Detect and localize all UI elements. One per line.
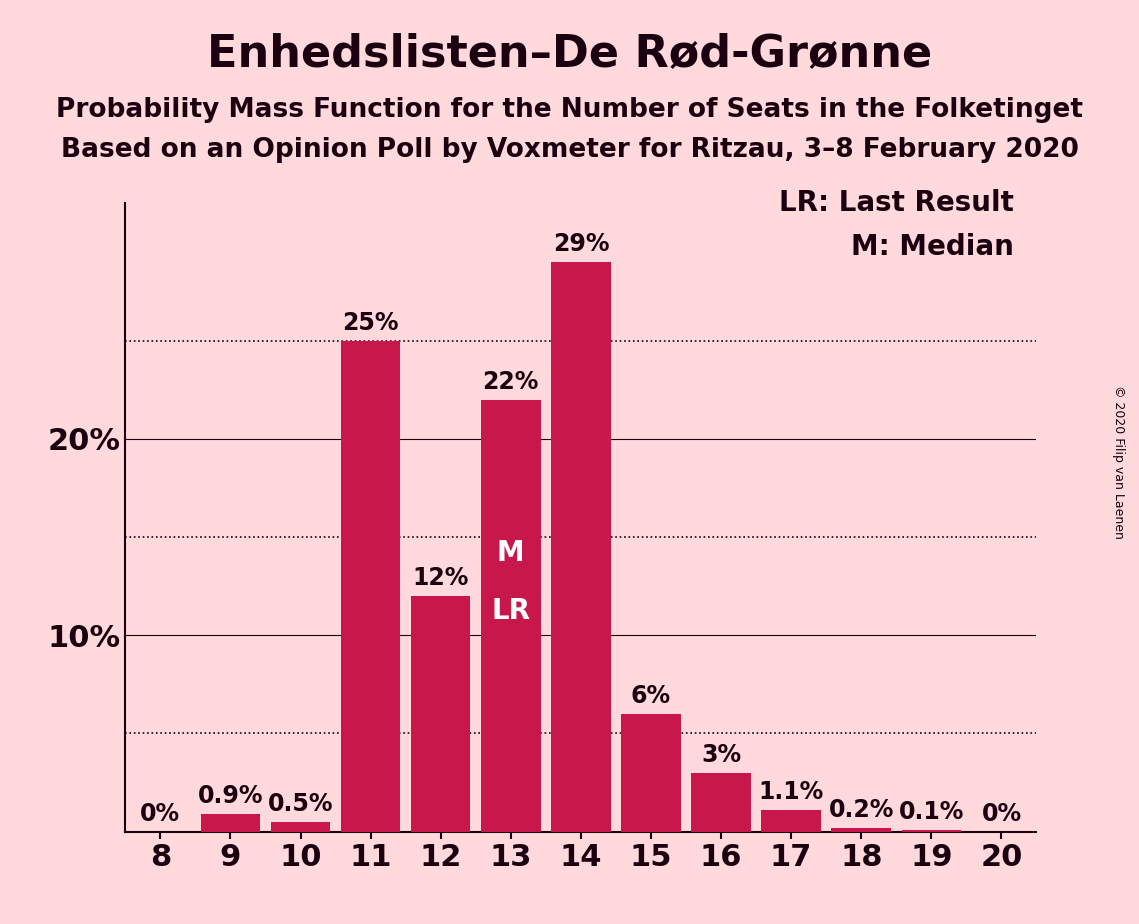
- Text: 6%: 6%: [631, 684, 671, 708]
- Bar: [902, 830, 961, 832]
- Text: Probability Mass Function for the Number of Seats in the Folketinget: Probability Mass Function for the Number…: [56, 97, 1083, 123]
- Text: 0.9%: 0.9%: [198, 784, 263, 808]
- Text: 1.1%: 1.1%: [759, 780, 823, 804]
- Text: Enhedslisten–De Rød-Grønne: Enhedslisten–De Rød-Grønne: [207, 32, 932, 76]
- Text: LR: LR: [491, 598, 531, 626]
- Bar: [691, 772, 751, 832]
- Bar: [831, 828, 891, 832]
- Text: 0.5%: 0.5%: [268, 792, 334, 816]
- Bar: [621, 713, 681, 832]
- Bar: [200, 814, 260, 832]
- Text: 12%: 12%: [412, 566, 469, 590]
- Text: 0.2%: 0.2%: [828, 797, 894, 821]
- Bar: [411, 596, 470, 832]
- Text: 22%: 22%: [483, 370, 539, 394]
- Text: M: M: [497, 539, 525, 566]
- Text: 3%: 3%: [700, 743, 741, 767]
- Text: 0%: 0%: [982, 802, 1022, 826]
- Bar: [341, 341, 401, 832]
- Text: Based on an Opinion Poll by Voxmeter for Ritzau, 3–8 February 2020: Based on an Opinion Poll by Voxmeter for…: [60, 137, 1079, 163]
- Text: 29%: 29%: [552, 232, 609, 256]
- Text: © 2020 Filip van Laenen: © 2020 Filip van Laenen: [1112, 385, 1125, 539]
- Text: 0%: 0%: [140, 802, 180, 826]
- Bar: [271, 821, 330, 832]
- Bar: [551, 262, 611, 832]
- Text: 0.1%: 0.1%: [899, 800, 964, 824]
- Text: 25%: 25%: [343, 310, 399, 334]
- Text: LR: Last Result: LR: Last Result: [779, 189, 1014, 217]
- Bar: [481, 399, 541, 832]
- Text: M: Median: M: Median: [851, 233, 1014, 261]
- Bar: [761, 810, 821, 832]
